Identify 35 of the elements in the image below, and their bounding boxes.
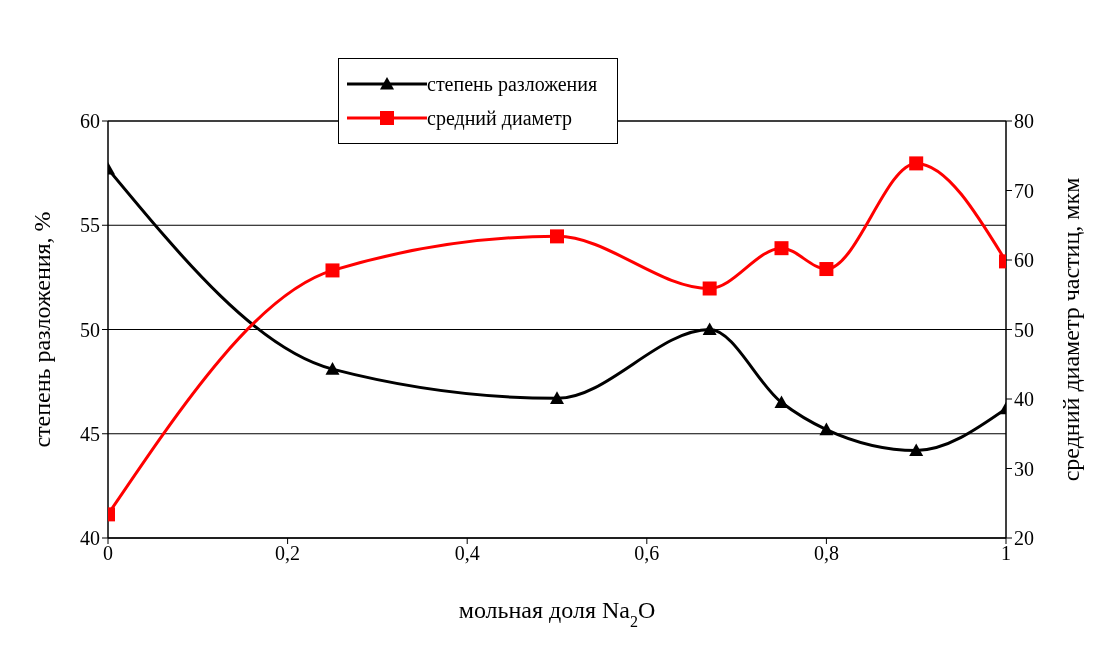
y-axis-title: степень разложения, %: [29, 211, 55, 448]
y-tick-label: 45: [80, 422, 100, 445]
y2-tick-label: 40: [1014, 388, 1034, 411]
x-tick-label: 0,4: [454, 542, 480, 565]
x-tick-label: 0: [103, 542, 113, 565]
y-tick-label: 40: [80, 527, 100, 550]
point: [819, 262, 834, 277]
y2-axis-title: средний диаметр частиц, мкм: [1058, 177, 1084, 482]
y-tick-label: 55: [80, 214, 100, 237]
x-tick-label: 0,6: [634, 542, 660, 565]
point: [702, 281, 717, 296]
legend-label: степень разложения: [427, 72, 598, 96]
point: [819, 422, 834, 436]
y-tick-label: 60: [80, 110, 100, 133]
y-tick-label: 50: [80, 318, 100, 341]
point: [909, 156, 924, 171]
point: [909, 443, 924, 457]
x-tick-label: 0,8: [813, 542, 839, 565]
x-tick-label: 0,2: [275, 542, 301, 565]
point: [325, 263, 340, 278]
legend-label: средний диаметр: [427, 106, 573, 130]
x-tick-label: 1: [1001, 542, 1011, 565]
y2-tick-label: 70: [1014, 179, 1034, 202]
point: [550, 229, 564, 244]
x-axis-title: мольная доля Na$_{2}$O: [458, 597, 656, 630]
point: [774, 241, 789, 256]
point: [702, 322, 717, 336]
y2-tick-label: 50: [1014, 318, 1034, 341]
y2-tick-label: 30: [1014, 457, 1034, 480]
point: [774, 395, 789, 409]
y2-tick-label: 80: [1014, 110, 1034, 133]
y2-tick-label: 60: [1014, 249, 1034, 272]
y2-tick-label: 20: [1014, 527, 1034, 550]
point: [325, 362, 340, 375]
point: [550, 391, 564, 404]
